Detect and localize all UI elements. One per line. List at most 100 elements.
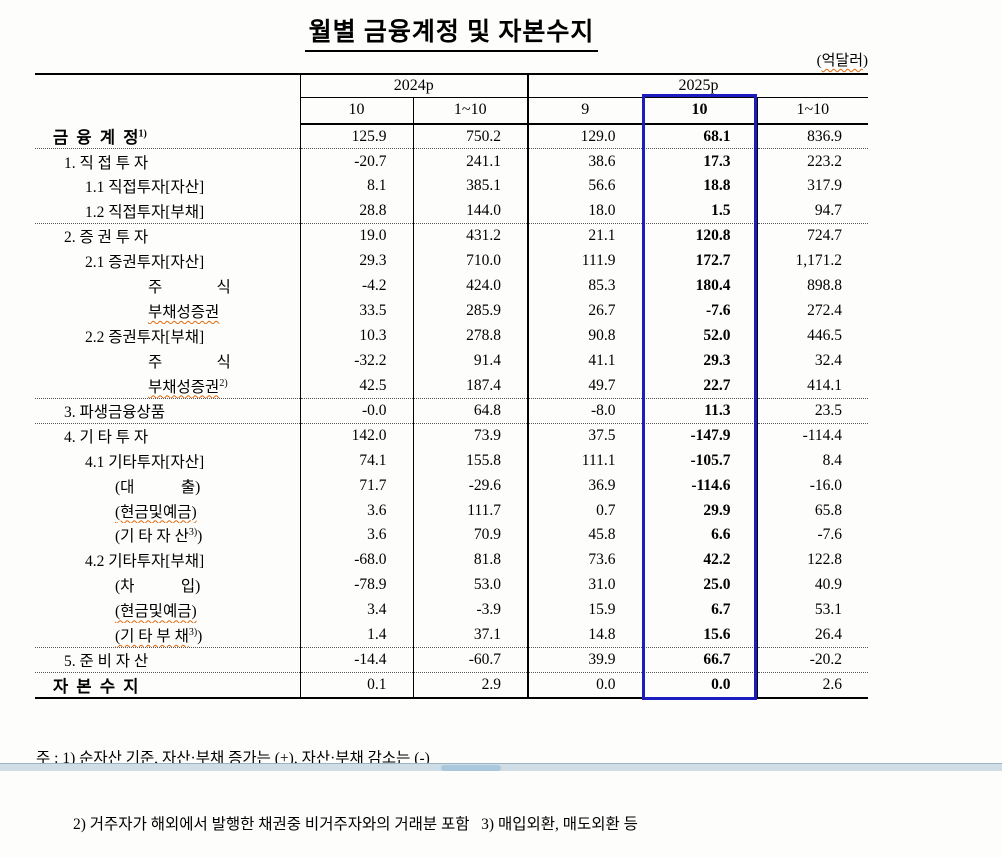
row-label: (기 타 부 채3)) bbox=[35, 622, 301, 648]
value-cell: 836.9 bbox=[807, 127, 843, 145]
value-cell: 155.8 bbox=[413, 448, 529, 474]
value-cell: 15.6 bbox=[642, 622, 758, 648]
value-cell: 2.9 bbox=[413, 672, 529, 699]
value-cell: 144.0 bbox=[413, 198, 529, 224]
value-cell: -114.6 bbox=[642, 473, 758, 499]
value-cell: 1,171.2 bbox=[795, 252, 843, 270]
row-label: 1.2 직접투자[부채] bbox=[35, 198, 301, 224]
value-cell: 750.2 bbox=[413, 124, 529, 149]
footnote-line: 주 : 1) 순자산 기준, 자산·부채 증가는 (+), 자산·부채 감소는 … bbox=[36, 750, 430, 767]
value-cell: 3.6 bbox=[300, 498, 414, 523]
row-label: 5. 준 비 자 산 bbox=[35, 647, 301, 673]
row-label: 주 식 bbox=[35, 348, 301, 374]
value-cell: -147.9 bbox=[642, 422, 758, 449]
value-cell: 90.8 bbox=[528, 323, 643, 349]
value-cell: -16.0 bbox=[809, 476, 843, 494]
value-cell: 23.5 bbox=[757, 397, 869, 424]
value-cell: 0.0 bbox=[528, 672, 643, 699]
value-cell: -29.6 bbox=[413, 473, 529, 499]
value-cell: 0.7 bbox=[528, 498, 643, 523]
table-row: 4.1 기타투자[자산] 74.1 155.8 111.1 -105.7 8.4 bbox=[35, 448, 868, 474]
value-cell: 0.0 bbox=[642, 672, 758, 699]
value-cell: 32.4 bbox=[814, 351, 843, 369]
row-label: 부채성증권 bbox=[35, 298, 301, 324]
value-cell: -114.4 bbox=[757, 422, 869, 449]
value-cell: 64.8 bbox=[413, 397, 529, 424]
value-cell: -105.7 bbox=[642, 448, 758, 474]
value-cell: 172.7 bbox=[642, 248, 758, 274]
table-row: 2. 증 권 투 자 19.0 431.2 21.1 120.8 724.7 bbox=[35, 223, 869, 249]
table-row: 2.2 증권투자[부채] 10.3 278.8 90.8 52.0 446.5 bbox=[35, 323, 868, 349]
value-cell: 29.3 bbox=[642, 348, 758, 374]
value-cell: 71.7 bbox=[300, 473, 414, 499]
value-cell: 53.0 bbox=[413, 572, 529, 598]
table-row: 금 융 계 정1) 125.9 750.2 129.0 68.1 836.9 bbox=[35, 124, 868, 149]
table-row: 3. 파생금융상품 -0.0 64.8 -8.0 11.3 23.5 bbox=[35, 397, 869, 424]
value-cell: -78.9 bbox=[300, 572, 414, 598]
resize-handle[interactable] bbox=[441, 765, 501, 771]
value-cell: 111.7 bbox=[413, 498, 529, 523]
value-cell: 56.6 bbox=[528, 173, 643, 199]
title-area: 월별 금융계정 및 자본수지 bbox=[35, 12, 868, 52]
value-cell: -68.0 bbox=[300, 547, 414, 573]
table-row: (기 타 부 채3)) 1.4 37.1 14.8 15.6 26.4 bbox=[35, 622, 868, 648]
row-label: (기 타 자 산3)) bbox=[35, 523, 301, 548]
column-header: 1~10 bbox=[413, 97, 529, 125]
value-cell: 36.9 bbox=[528, 473, 643, 499]
table-row: 2.1 증권투자[자산] 29.3 710.0 111.9 172.7 1,171.2 bbox=[35, 248, 868, 274]
table-header: 2024p 2025p 10 1~10 9 10 1~10 bbox=[35, 74, 869, 125]
value-cell: -32.2 bbox=[300, 348, 414, 374]
value-cell: 26.7 bbox=[528, 298, 643, 324]
value-cell: 68.1 bbox=[642, 124, 758, 149]
value-cell: 31.0 bbox=[528, 572, 643, 598]
row-label: (대 출) bbox=[35, 473, 301, 499]
value-cell: 52.0 bbox=[642, 323, 758, 349]
value-cell: 25.0 bbox=[642, 572, 758, 598]
value-cell: 40.9 bbox=[814, 576, 843, 594]
row-label: 부채성증권2) bbox=[35, 373, 301, 399]
table-row: 4.2 기타투자[부채] -68.0 81.8 73.6 42.2 122.8 bbox=[35, 547, 868, 573]
value-cell: 8.4 bbox=[822, 451, 843, 469]
value-cell: 10.3 bbox=[300, 323, 414, 349]
value-cell: 37.5 bbox=[528, 422, 643, 449]
value-cell: 385.1 bbox=[413, 173, 529, 199]
unit-label: (억달러) bbox=[35, 49, 868, 70]
value-cell: 424.0 bbox=[413, 273, 529, 299]
value-cell: 6.7 bbox=[642, 597, 758, 623]
value-cell: 1.5 bbox=[642, 198, 758, 224]
table-row: 자 본 수 지 0.1 2.9 0.0 0.0 2.6 bbox=[35, 672, 869, 699]
unit-close-paren: ) bbox=[863, 53, 868, 69]
value-cell: -60.7 bbox=[413, 647, 529, 673]
value-cell: 129.0 bbox=[528, 124, 643, 149]
value-cell: 42.2 bbox=[642, 547, 758, 573]
value-cell: 2.6 bbox=[757, 672, 869, 699]
value-cell: 446.5 bbox=[807, 326, 843, 344]
value-cell: 125.9 bbox=[300, 124, 414, 149]
value-cell: 18.0 bbox=[528, 198, 643, 224]
value-cell: 45.8 bbox=[528, 523, 643, 548]
row-label: 자 본 수 지 bbox=[35, 672, 301, 699]
value-cell: 142.0 bbox=[300, 422, 414, 449]
row-label: 4. 기 타 투 자 bbox=[35, 422, 301, 449]
year-group-row: 2024p 2025p bbox=[35, 74, 869, 124]
value-cell: 37.1 bbox=[413, 622, 529, 648]
value-cell: 241.1 bbox=[413, 148, 529, 174]
value-cell: 22.7 bbox=[642, 373, 758, 399]
table-row: (대 출) 71.7 -29.6 36.9 -114.6 -16.0 bbox=[35, 473, 868, 499]
table-row: 4. 기 타 투 자 142.0 73.9 37.5 -147.9 -114.4 bbox=[35, 422, 869, 449]
value-cell: 17.3 bbox=[642, 148, 758, 174]
column-header: 9 bbox=[528, 97, 643, 125]
table-row: 주 식 -4.2 424.0 85.3 180.4 898.8 bbox=[35, 273, 868, 299]
corner-cell bbox=[35, 74, 301, 124]
value-cell: 14.8 bbox=[528, 622, 643, 648]
value-cell: 278.8 bbox=[413, 323, 529, 349]
value-cell: 122.8 bbox=[807, 551, 843, 569]
value-cell: 180.4 bbox=[642, 273, 758, 299]
value-cell: 81.8 bbox=[413, 547, 529, 573]
row-label: 금 융 계 정1) bbox=[35, 124, 301, 149]
table-body: 금 융 계 정1) 125.9 750.2 129.0 68.1 836.9 1. 직 접 … bbox=[35, 124, 869, 699]
value-cell: 272.4 bbox=[807, 302, 843, 320]
value-cell: 120.8 bbox=[642, 223, 758, 249]
value-cell: 74.1 bbox=[300, 448, 414, 474]
document-page: { "title": "월별 금융계정 및 자본수지", "unit": { "… bbox=[0, 12, 1002, 833]
